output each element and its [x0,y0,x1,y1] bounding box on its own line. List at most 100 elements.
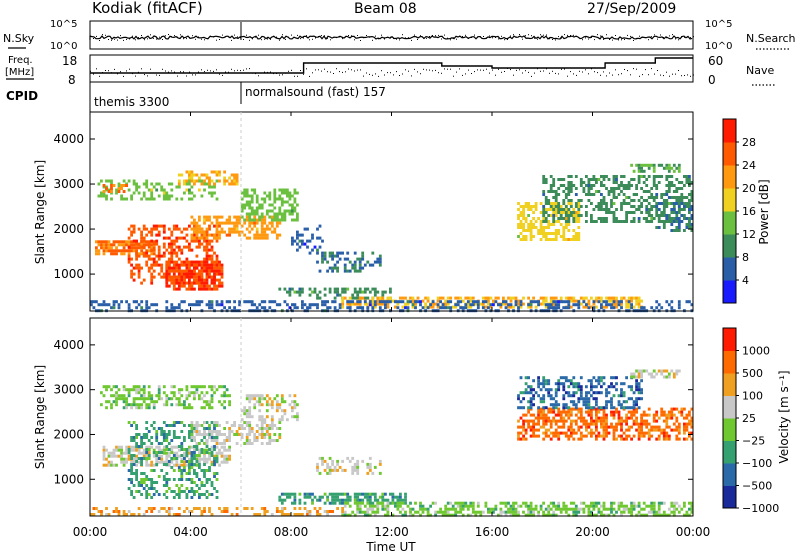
range-gate-cell [592,302,596,306]
range-gate-cell [622,510,626,514]
range-gate-cell [404,302,407,306]
range-gate-cell [218,170,221,174]
range-gate-cell [107,303,111,307]
range-gate-cell [293,394,297,398]
range-gate-cell [650,196,654,199]
nsearch-point [294,37,295,38]
range-gate-cell [341,498,344,502]
range-gate-cell [142,487,146,490]
range-gate-cell [286,513,289,516]
range-gate-cell [326,300,329,304]
range-gate-cell [547,407,551,411]
range-gate-cell [630,303,633,307]
range-gate-cell [215,478,219,481]
range-gate-cell [534,226,538,229]
range-gate-cell [125,249,128,253]
range-gate-cell [172,454,176,457]
range-gate-cell [127,487,131,490]
nsearch-point [657,38,658,40]
range-gate-cell [177,490,181,493]
nave-point [519,69,520,71]
range-gate-cell [195,260,199,264]
range-gate-cell [650,193,654,196]
range-gate-cell [469,501,473,505]
range-gate-cell [592,184,596,187]
range-gate-cell [597,300,601,304]
nsearch-point [633,40,634,41]
range-gate-cell [288,287,292,291]
range-gate-cell [185,266,189,270]
range-gate-cell [331,501,334,505]
range-gate-cell [210,257,214,261]
range-gate-cell [125,445,128,449]
range-gate-cell [233,433,236,436]
range-gate-cell [170,248,174,252]
range-gate-cell [615,296,618,300]
nsearch-point [447,37,448,39]
range-gate-cell [456,501,460,505]
nsearch-point [168,34,169,35]
range-gate-cell [549,187,553,190]
range-gate-cell [260,206,264,210]
range-gate-cell [567,416,571,420]
range-gate-cell [630,504,633,508]
range-gate-cell [203,287,206,291]
range-gate-cell [170,242,174,246]
range-gate-cell [188,403,191,407]
range-gate-cell [110,394,113,398]
range-gate-cell [293,197,297,201]
range-gate-cell [688,220,691,223]
range-gate-cell [446,507,450,511]
range-gate-cell [183,448,186,451]
range-gate-cell [655,300,659,304]
nave-point [501,71,502,73]
range-gate-cell [218,173,221,177]
range-gate-cell [690,223,694,226]
range-gate-cell [195,300,199,304]
range-gate-cell [597,416,601,420]
range-gate-cell [683,501,686,505]
range-gate-cell [326,510,329,513]
range-gate-cell [280,418,284,422]
range-gate-cell [152,275,156,279]
range-gate-cell [524,238,528,241]
range-gate-cell [642,422,646,426]
range-gate-cell [260,306,264,310]
range-gate-cell [610,296,613,300]
nsearch-point [432,35,433,36]
nsearch-point [639,35,640,37]
range-gate-cell [208,182,211,186]
range-gate-cell [250,209,254,213]
range-gate-cell [100,179,103,183]
range-gate-cell [625,437,628,441]
range-gate-cell [544,235,548,238]
range-gate-cell [657,220,661,223]
range-gate-cell [152,227,156,231]
range-gate-cell [564,211,568,214]
range-gate-cell [600,419,603,423]
range-gate-cell [471,501,475,505]
range-gate-cell [190,275,194,279]
range-gate-cell [461,507,465,511]
range-gate-cell [625,507,628,511]
range-gate-cell [567,181,571,184]
range-gate-cell [210,233,214,237]
range-gate-cell [343,296,347,300]
range-gate-cell [592,431,596,435]
nsearch-point [564,34,565,36]
range-gate-cell [220,275,224,279]
range-gate-cell [185,170,189,174]
range-gate-cell [95,252,98,256]
range-gate-cell [263,306,267,310]
range-gate-cell [665,175,669,178]
range-gate-cell [152,303,156,307]
range-gate-cell [590,410,593,414]
range-gate-cell [642,431,646,435]
range-gate-cell [157,272,161,276]
range-gate-cell [132,224,136,228]
range-gate-cell [562,422,566,426]
range-gate-cell [260,424,264,427]
range-gate-cell [278,303,282,307]
range-gate-cell [602,217,606,220]
range-gate-cell [341,296,345,300]
